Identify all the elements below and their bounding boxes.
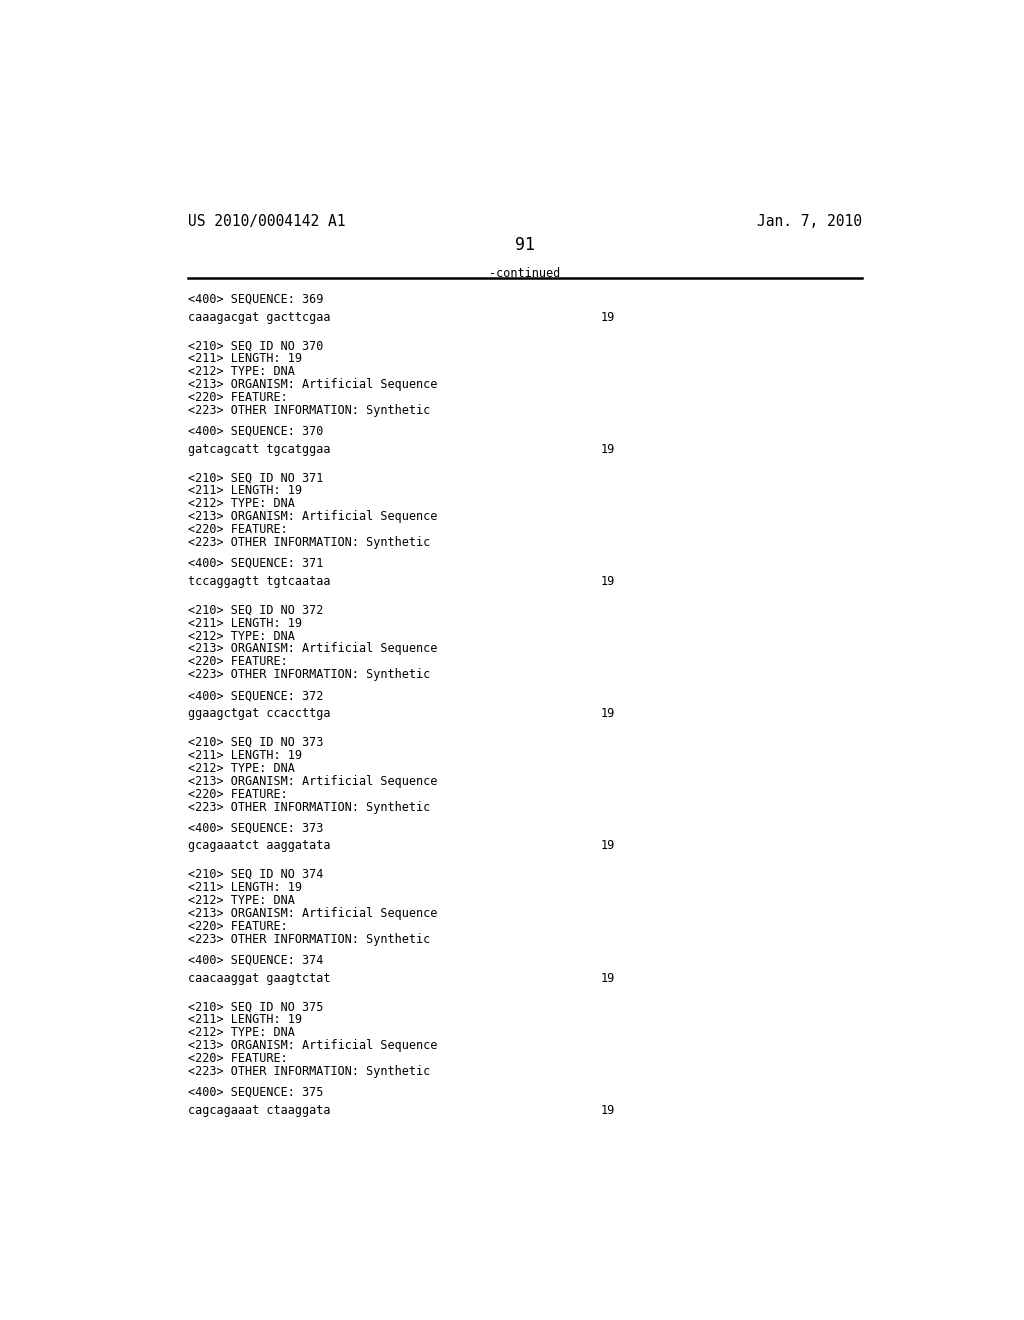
- Text: <212> TYPE: DNA: <212> TYPE: DNA: [187, 762, 294, 775]
- Text: 19: 19: [600, 310, 614, 323]
- Text: <400> SEQUENCE: 374: <400> SEQUENCE: 374: [187, 953, 323, 966]
- Text: 19: 19: [600, 1104, 614, 1117]
- Text: <223> OTHER INFORMATION: Synthetic: <223> OTHER INFORMATION: Synthetic: [187, 668, 430, 681]
- Text: <223> OTHER INFORMATION: Synthetic: <223> OTHER INFORMATION: Synthetic: [187, 800, 430, 813]
- Text: <213> ORGANISM: Artificial Sequence: <213> ORGANISM: Artificial Sequence: [187, 643, 437, 656]
- Text: Jan. 7, 2010: Jan. 7, 2010: [757, 214, 862, 230]
- Text: <211> LENGTH: 19: <211> LENGTH: 19: [187, 484, 301, 498]
- Text: <213> ORGANISM: Artificial Sequence: <213> ORGANISM: Artificial Sequence: [187, 511, 437, 523]
- Text: <223> OTHER INFORMATION: Synthetic: <223> OTHER INFORMATION: Synthetic: [187, 536, 430, 549]
- Text: cagcagaaat ctaaggata: cagcagaaat ctaaggata: [187, 1104, 330, 1117]
- Text: <212> TYPE: DNA: <212> TYPE: DNA: [187, 630, 294, 643]
- Text: caacaaggat gaagtctat: caacaaggat gaagtctat: [187, 972, 330, 985]
- Text: 19: 19: [600, 708, 614, 721]
- Text: 91: 91: [515, 236, 535, 253]
- Text: <220> FEATURE:: <220> FEATURE:: [187, 788, 288, 801]
- Text: <210> SEQ ID NO 372: <210> SEQ ID NO 372: [187, 603, 323, 616]
- Text: <210> SEQ ID NO 375: <210> SEQ ID NO 375: [187, 1001, 323, 1014]
- Text: <212> TYPE: DNA: <212> TYPE: DNA: [187, 894, 294, 907]
- Text: <223> OTHER INFORMATION: Synthetic: <223> OTHER INFORMATION: Synthetic: [187, 1065, 430, 1078]
- Text: <223> OTHER INFORMATION: Synthetic: <223> OTHER INFORMATION: Synthetic: [187, 404, 430, 417]
- Text: <211> LENGTH: 19: <211> LENGTH: 19: [187, 352, 301, 366]
- Text: <220> FEATURE:: <220> FEATURE:: [187, 656, 288, 668]
- Text: <210> SEQ ID NO 373: <210> SEQ ID NO 373: [187, 735, 323, 748]
- Text: <400> SEQUENCE: 375: <400> SEQUENCE: 375: [187, 1085, 323, 1098]
- Text: <212> TYPE: DNA: <212> TYPE: DNA: [187, 366, 294, 378]
- Text: 19: 19: [600, 576, 614, 589]
- Text: tccaggagtt tgtcaataa: tccaggagtt tgtcaataa: [187, 576, 330, 589]
- Text: <213> ORGANISM: Artificial Sequence: <213> ORGANISM: Artificial Sequence: [187, 378, 437, 391]
- Text: ggaagctgat ccaccttga: ggaagctgat ccaccttga: [187, 708, 330, 721]
- Text: <220> FEATURE:: <220> FEATURE:: [187, 1052, 288, 1065]
- Text: <400> SEQUENCE: 373: <400> SEQUENCE: 373: [187, 821, 323, 834]
- Text: <220> FEATURE:: <220> FEATURE:: [187, 391, 288, 404]
- Text: <210> SEQ ID NO 370: <210> SEQ ID NO 370: [187, 339, 323, 352]
- Text: <210> SEQ ID NO 374: <210> SEQ ID NO 374: [187, 869, 323, 880]
- Text: <220> FEATURE:: <220> FEATURE:: [187, 523, 288, 536]
- Text: 19: 19: [600, 840, 614, 853]
- Text: <400> SEQUENCE: 370: <400> SEQUENCE: 370: [187, 425, 323, 438]
- Text: <211> LENGTH: 19: <211> LENGTH: 19: [187, 880, 301, 894]
- Text: caaagacgat gacttcgaa: caaagacgat gacttcgaa: [187, 310, 330, 323]
- Text: <220> FEATURE:: <220> FEATURE:: [187, 920, 288, 933]
- Text: <211> LENGTH: 19: <211> LENGTH: 19: [187, 748, 301, 762]
- Text: <210> SEQ ID NO 371: <210> SEQ ID NO 371: [187, 471, 323, 484]
- Text: 19: 19: [600, 972, 614, 985]
- Text: <212> TYPE: DNA: <212> TYPE: DNA: [187, 1026, 294, 1039]
- Text: US 2010/0004142 A1: US 2010/0004142 A1: [187, 214, 345, 230]
- Text: <211> LENGTH: 19: <211> LENGTH: 19: [187, 1012, 301, 1026]
- Text: 19: 19: [600, 444, 614, 455]
- Text: <400> SEQUENCE: 371: <400> SEQUENCE: 371: [187, 557, 323, 570]
- Text: <212> TYPE: DNA: <212> TYPE: DNA: [187, 498, 294, 511]
- Text: gcagaaatct aaggatata: gcagaaatct aaggatata: [187, 840, 330, 853]
- Text: gatcagcatt tgcatggaa: gatcagcatt tgcatggaa: [187, 444, 330, 455]
- Text: <213> ORGANISM: Artificial Sequence: <213> ORGANISM: Artificial Sequence: [187, 775, 437, 788]
- Text: <400> SEQUENCE: 372: <400> SEQUENCE: 372: [187, 689, 323, 702]
- Text: <400> SEQUENCE: 369: <400> SEQUENCE: 369: [187, 293, 323, 305]
- Text: <213> ORGANISM: Artificial Sequence: <213> ORGANISM: Artificial Sequence: [187, 907, 437, 920]
- Text: -continued: -continued: [489, 267, 560, 280]
- Text: <223> OTHER INFORMATION: Synthetic: <223> OTHER INFORMATION: Synthetic: [187, 933, 430, 945]
- Text: <211> LENGTH: 19: <211> LENGTH: 19: [187, 616, 301, 630]
- Text: <213> ORGANISM: Artificial Sequence: <213> ORGANISM: Artificial Sequence: [187, 1039, 437, 1052]
